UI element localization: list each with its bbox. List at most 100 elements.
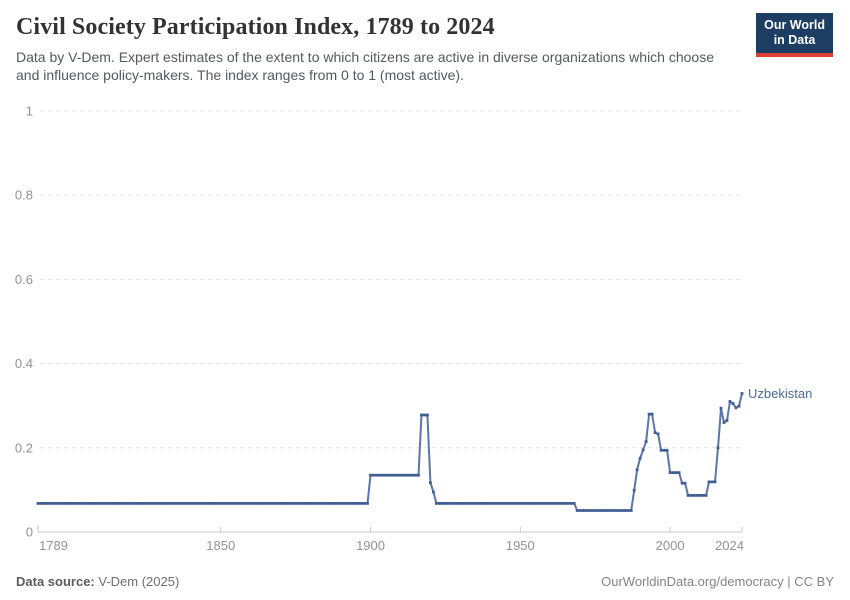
data-point[interactable] [572, 502, 576, 505]
data-point[interactable] [309, 502, 312, 505]
data-point[interactable] [339, 502, 342, 505]
data-point[interactable] [354, 502, 357, 505]
data-point[interactable] [237, 502, 241, 505]
data-point[interactable] [234, 502, 238, 505]
data-point[interactable] [704, 494, 708, 497]
data-point[interactable] [524, 502, 528, 505]
data-point[interactable] [456, 502, 459, 505]
data-point[interactable] [486, 502, 489, 505]
data-point[interactable] [327, 502, 330, 505]
data-point[interactable] [48, 502, 52, 505]
data-point[interactable] [102, 502, 106, 505]
data-point[interactable] [444, 502, 447, 505]
data-point[interactable] [692, 494, 696, 497]
data-point[interactable] [423, 413, 426, 417]
data-point[interactable] [195, 502, 199, 505]
data-point[interactable] [477, 502, 480, 505]
data-point[interactable] [506, 502, 510, 505]
data-point[interactable] [375, 473, 378, 477]
data-point[interactable] [183, 502, 187, 505]
data-point[interactable] [459, 502, 462, 505]
data-point[interactable] [330, 502, 333, 505]
data-point[interactable] [384, 473, 387, 477]
data-point[interactable] [438, 502, 441, 505]
data-point[interactable] [590, 509, 594, 512]
data-point[interactable] [390, 473, 393, 477]
data-point[interactable] [108, 502, 112, 505]
data-point[interactable] [626, 509, 630, 512]
data-point[interactable] [117, 502, 121, 505]
data-point[interactable] [405, 473, 408, 477]
data-point[interactable] [707, 480, 711, 484]
data-point[interactable] [279, 502, 283, 505]
data-point[interactable] [584, 509, 588, 512]
data-point[interactable] [581, 509, 585, 512]
data-point[interactable] [542, 502, 546, 505]
data-point[interactable] [620, 509, 624, 512]
data-point[interactable] [494, 502, 498, 505]
data-point[interactable] [608, 509, 612, 512]
data-point[interactable] [348, 502, 351, 505]
data-point[interactable] [258, 502, 262, 505]
data-point[interactable] [402, 473, 405, 477]
data-point[interactable] [480, 502, 483, 505]
data-point[interactable] [599, 509, 603, 512]
data-point[interactable] [497, 502, 501, 505]
data-point[interactable] [650, 412, 654, 416]
data-point[interactable] [713, 480, 717, 484]
data-point[interactable] [683, 481, 687, 485]
data-point[interactable] [551, 502, 555, 505]
data-point[interactable] [515, 502, 519, 505]
data-point[interactable] [105, 502, 109, 505]
data-point[interactable] [69, 502, 73, 505]
data-point[interactable] [719, 406, 723, 410]
data-point[interactable] [414, 473, 417, 477]
data-point[interactable] [261, 502, 265, 505]
data-point[interactable] [536, 502, 540, 505]
data-point[interactable] [420, 413, 423, 417]
data-point[interactable] [225, 502, 229, 505]
data-point[interactable] [578, 509, 582, 512]
data-point[interactable] [216, 502, 220, 505]
data-point[interactable] [141, 502, 145, 505]
data-point[interactable] [60, 502, 64, 505]
data-point[interactable] [689, 494, 693, 497]
data-point[interactable] [315, 502, 318, 505]
data-point[interactable] [144, 502, 148, 505]
data-point[interactable] [518, 502, 522, 505]
data-point[interactable] [653, 431, 657, 434]
data-point[interactable] [569, 502, 573, 505]
data-point[interactable] [357, 502, 360, 505]
data-point[interactable] [300, 502, 303, 505]
data-point[interactable] [554, 502, 558, 505]
data-point[interactable] [87, 502, 91, 505]
data-point[interactable] [138, 502, 142, 505]
data-point[interactable] [153, 502, 157, 505]
data-point[interactable] [120, 502, 124, 505]
data-point[interactable] [249, 502, 253, 505]
data-point[interactable] [264, 502, 268, 505]
data-point[interactable] [189, 502, 193, 505]
data-point[interactable] [575, 509, 579, 512]
data-point[interactable] [135, 502, 139, 505]
data-point[interactable] [450, 502, 453, 505]
data-point[interactable] [548, 502, 552, 505]
data-point[interactable] [387, 473, 390, 477]
data-point[interactable] [728, 400, 732, 403]
data-point[interactable] [686, 494, 690, 497]
data-point[interactable] [441, 502, 444, 505]
owid-logo[interactable]: Our World in Data [756, 13, 833, 57]
data-point[interactable] [393, 473, 396, 477]
data-point[interactable] [360, 502, 363, 505]
data-point[interactable] [731, 402, 735, 405]
data-point[interactable] [123, 502, 127, 505]
data-point[interactable] [483, 502, 486, 505]
data-point[interactable] [533, 502, 537, 505]
data-point[interactable] [381, 473, 384, 477]
data-point[interactable] [560, 502, 564, 505]
data-point[interactable] [198, 502, 202, 505]
data-point[interactable] [306, 502, 309, 505]
data-point[interactable] [342, 502, 345, 505]
